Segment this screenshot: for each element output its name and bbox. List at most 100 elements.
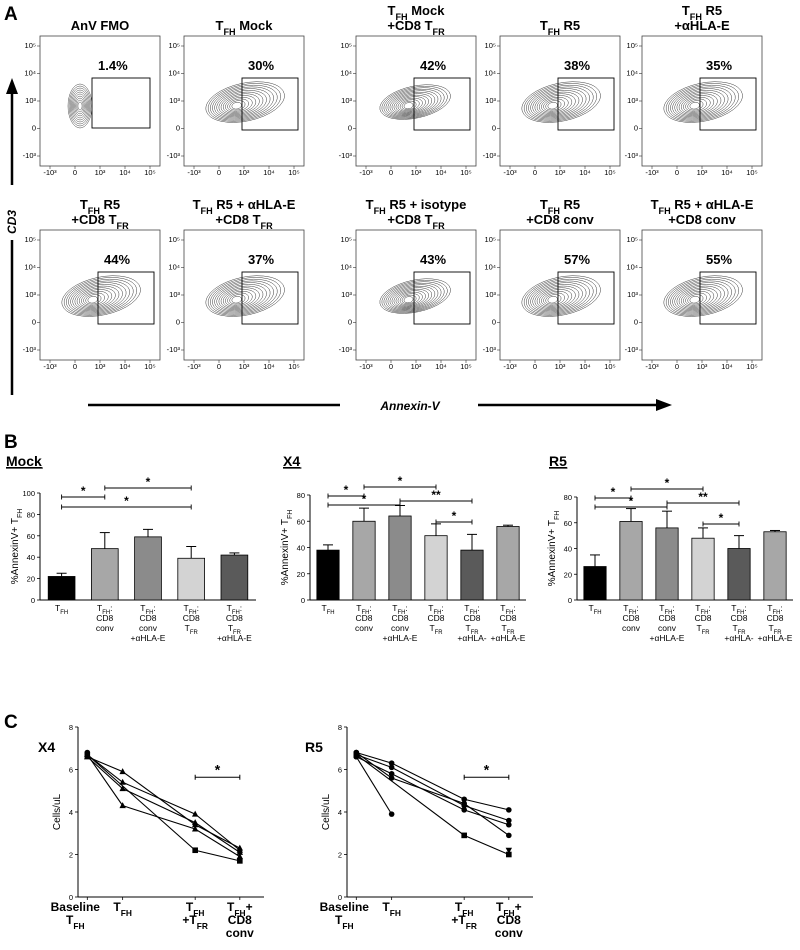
- bar-category-label: CD8: [391, 613, 408, 623]
- flow-contours: [521, 81, 601, 123]
- series-line: [356, 751, 509, 811]
- significance-label: *: [344, 483, 349, 497]
- data-point: [236, 853, 244, 860]
- flow-tick-label: 10³: [485, 290, 496, 299]
- panel-letter-c: C: [4, 712, 18, 733]
- significance-bracket: *: [702, 511, 740, 527]
- flow-plot-title-line: TFH R5 + isotype: [366, 197, 467, 216]
- bar-category-label: TFR: [732, 623, 746, 636]
- flow-tick-label: 10³: [341, 290, 352, 299]
- flow-tick-label: 0: [217, 168, 221, 177]
- gate-percentage: 57%: [564, 252, 590, 267]
- flow-tick-label: 0: [634, 318, 638, 327]
- bar-category-label: conv: [622, 623, 641, 633]
- flow-plot-title: TFH R5+CD8 TFR: [71, 197, 129, 231]
- bar-category-label: TFR: [696, 623, 710, 636]
- flow-contours: [379, 278, 451, 314]
- bar-y-label: %AnnexinV+ TFH: [280, 510, 294, 586]
- data-point: [236, 848, 244, 855]
- gate-box: [557, 271, 615, 325]
- flow-plot-title: TFH R5 + αHLA-E+CD8 TFR: [193, 197, 296, 231]
- line-category-label: TFH: [335, 913, 354, 931]
- flow-tick-label: 0: [32, 318, 36, 327]
- flow-tick-label: 10⁴: [626, 263, 638, 272]
- flow-plot: TFH R5+αHLA-E 10⁵ -10³ 10⁴ 0 10³ 10³ 0 10⁴ -10³ 10…: [625, 3, 763, 177]
- bar-y-tick-label: 20: [27, 575, 35, 584]
- flow-tick-label: 10⁴: [435, 362, 447, 371]
- flow-tick-label: -10³: [339, 345, 353, 354]
- flow-tick-label: 10³: [239, 362, 250, 371]
- flow-tick-label: 10⁵: [144, 362, 155, 371]
- bar-category-label: TFH:: [356, 603, 372, 616]
- bar-category-label: +αHLA-: [457, 633, 486, 643]
- flow-tick-label: 10⁵: [288, 362, 299, 371]
- gate-percentage: 30%: [248, 58, 274, 73]
- flow-tick-label: 10⁴: [340, 263, 352, 272]
- flow-tick-label: -10³: [187, 362, 201, 371]
- flow-tick-label: -10³: [503, 362, 517, 371]
- line-category-label: TFH+: [227, 900, 253, 918]
- bar-category-label: TFR: [465, 623, 479, 636]
- flow-tick-label: 0: [217, 362, 221, 371]
- significance-label: **: [698, 490, 708, 504]
- bar-y-label: %AnnexinV+ TFH: [547, 511, 561, 587]
- flow-plot: TFH Mock 10⁵ -10³ 10⁴ 0 10³ 10³ 0 10⁴ -10³ 10⁵ 30%: [167, 18, 305, 177]
- flow-plot-title-line: +CD8 TFR: [387, 212, 445, 231]
- flow-tick-label: -10³: [359, 168, 373, 177]
- flow-tick-label: 10⁴: [263, 168, 275, 177]
- flow-plot-title: AnV FMO: [71, 18, 130, 33]
- bar-category-label: TFR: [429, 623, 443, 636]
- flow-tick-label: 10³: [697, 168, 708, 177]
- line-category-label: +TFR: [451, 913, 477, 931]
- flow-plot-frame: [183, 35, 305, 167]
- line-category-label: Baseline: [320, 900, 370, 914]
- gate-box: [413, 77, 471, 131]
- bar-category-label: CD8: [355, 613, 372, 623]
- flow-tick-label: 10⁴: [484, 263, 496, 272]
- bar-category-label: conv: [139, 623, 158, 633]
- flow-tick-label: -10³: [339, 151, 353, 160]
- flow-tick-label: 0: [348, 124, 352, 133]
- gate-box: [699, 77, 757, 131]
- flow-plot-title-line: +αHLA-E: [674, 18, 730, 33]
- bar: [352, 520, 376, 601]
- flow-tick-label: 10⁵: [288, 168, 299, 177]
- bar: [583, 566, 607, 601]
- line-y-tick-label: 2: [338, 851, 342, 860]
- flow-tick-label: 10³: [95, 168, 106, 177]
- significance-label: *: [719, 511, 724, 525]
- flow-tick-label: 0: [73, 168, 77, 177]
- line-y-tick-label: 4: [69, 808, 73, 817]
- flow-tick-label: 10⁴: [721, 168, 733, 177]
- significance-bracket: **: [666, 490, 740, 506]
- flow-tick-label: 0: [176, 318, 180, 327]
- flow-plot-grid: AnV FMO 10⁵ -10³ 10⁴ 0 10³ 10³ 0 10⁴ -10³ 10⁵ 1.4% T…: [23, 3, 763, 371]
- bar: [496, 526, 520, 601]
- flow-tick-label: 0: [533, 362, 537, 371]
- flow-plot-title-line: +CD8 conv: [668, 212, 736, 227]
- bar-y-tick-label: 60: [564, 519, 572, 528]
- flow-plot-frame: [39, 229, 161, 361]
- flow-tick-label: 10³: [411, 168, 422, 177]
- flow-contours: [663, 275, 743, 317]
- flow-tick-label: 10⁴: [263, 362, 275, 371]
- line-y-tick-label: 8: [69, 723, 73, 732]
- flow-tick-label: 10⁴: [340, 69, 352, 78]
- flow-tick-label: 10³: [485, 96, 496, 105]
- line-category-label: conv: [495, 926, 523, 940]
- significance-bracket: *: [435, 509, 473, 525]
- line-series: [353, 749, 512, 813]
- bar-category-label: TFH: [321, 603, 334, 616]
- data-point: [237, 858, 243, 864]
- significance-bracket: *: [594, 485, 632, 501]
- flow-tick-label: 10³: [627, 96, 638, 105]
- flow-plot-frame: [183, 229, 305, 361]
- bar-category-label: TFH:: [464, 603, 480, 616]
- bar-y-tick-label: 40: [564, 545, 572, 554]
- flow-contours: [521, 275, 601, 317]
- flow-plot-frame: [499, 35, 621, 167]
- flow-tick-label: 0: [348, 318, 352, 327]
